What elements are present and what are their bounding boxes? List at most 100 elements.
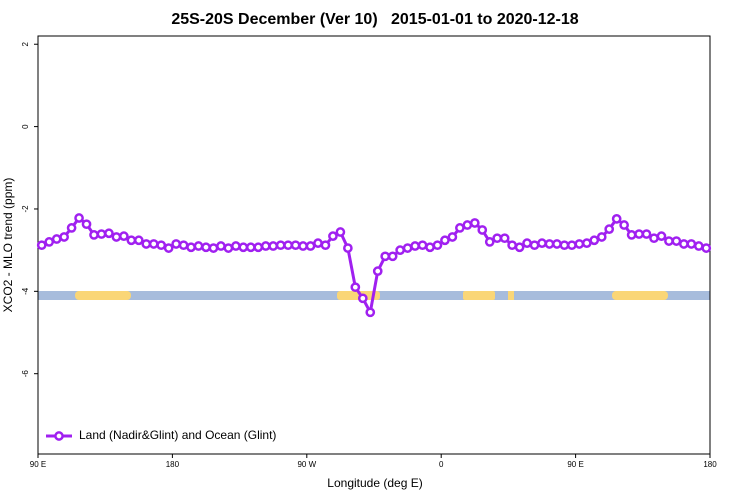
- y-tick-label: -2: [21, 205, 30, 213]
- data-point: [156, 240, 167, 251]
- data-point: [611, 213, 622, 224]
- land-band: [612, 291, 668, 300]
- data-point: [447, 232, 458, 242]
- data-point: [275, 240, 286, 251]
- data-point: [36, 240, 47, 251]
- land-band: [508, 291, 514, 300]
- data-point: [208, 243, 219, 253]
- data-point: [223, 243, 234, 253]
- legend-label: Land (Nadir&Glint) and Ocean (Glint): [79, 428, 276, 442]
- data-point: [44, 237, 55, 247]
- data-point: [350, 282, 361, 293]
- x-tick-label: 180: [166, 460, 180, 469]
- data-point: [432, 240, 443, 251]
- data-point: [305, 241, 316, 251]
- data-point: [589, 235, 600, 246]
- data-point: [559, 240, 570, 251]
- data-point: [141, 239, 152, 249]
- y-tick-label: 2: [21, 41, 30, 46]
- data-point: [507, 240, 517, 251]
- data-point: [701, 243, 712, 253]
- data-point: [626, 230, 637, 240]
- data-point: [596, 232, 607, 242]
- y-axis-label: XCO2 - MLO trend (ppm): [1, 178, 15, 313]
- x-tick-label: 0: [439, 460, 444, 469]
- data-point: [477, 225, 488, 235]
- x-tick-label: 90 W: [297, 460, 316, 469]
- data-point: [283, 240, 293, 251]
- data-point: [462, 220, 473, 230]
- data-point: [171, 239, 181, 249]
- data-point: [469, 218, 480, 228]
- data-point: [357, 293, 368, 304]
- data-point: [238, 242, 249, 253]
- data-point: [619, 220, 629, 230]
- data-point: [290, 240, 301, 251]
- data-point: [365, 307, 376, 318]
- data-point: [111, 232, 122, 242]
- y-tick-label: 0: [21, 124, 30, 129]
- data-point: [455, 223, 465, 233]
- data-point: [671, 236, 682, 246]
- data-point: [484, 237, 495, 247]
- data-point: [253, 242, 264, 253]
- data-point: [59, 232, 69, 242]
- data-point: [492, 233, 503, 244]
- data-point: [529, 240, 540, 251]
- data-point: [693, 241, 704, 251]
- y-tick-label: -6: [21, 370, 30, 378]
- land-band: [337, 291, 380, 300]
- data-point: [656, 231, 667, 241]
- data-point: [604, 224, 615, 234]
- land-band: [463, 291, 495, 300]
- legend-marker: [54, 431, 64, 441]
- data-point: [335, 227, 346, 237]
- x-axis-label: Longitude (deg E): [327, 476, 422, 490]
- data-point: [133, 235, 144, 246]
- land-band: [75, 291, 131, 300]
- data-point: [425, 242, 435, 253]
- y-tick-label: -4: [21, 287, 30, 295]
- data-point: [231, 241, 241, 251]
- data-point: [686, 239, 697, 249]
- data-point: [567, 240, 577, 251]
- data-point: [395, 245, 405, 255]
- data-point: [581, 238, 592, 248]
- data-point: [186, 242, 196, 253]
- data-point: [380, 251, 391, 262]
- data-point: [216, 241, 226, 251]
- data-point: [574, 239, 585, 249]
- data-point: [104, 228, 114, 239]
- x-tick-label: 90 E: [567, 460, 583, 469]
- data-point: [552, 239, 562, 249]
- data-point: [522, 238, 532, 248]
- data-point: [260, 241, 271, 251]
- data-point: [193, 241, 204, 251]
- x-tick-label: 180: [703, 460, 717, 469]
- data-point: [372, 266, 383, 277]
- data-point: [313, 238, 323, 248]
- data-point: [245, 242, 256, 253]
- data-point: [119, 231, 129, 241]
- data-point: [178, 240, 189, 251]
- chart-title: 25S-20S December (Ver 10) 2015-01-01 to …: [171, 11, 578, 28]
- data-point: [634, 229, 644, 239]
- data-point: [649, 233, 659, 244]
- data-point: [201, 242, 211, 253]
- data-point: [268, 241, 279, 251]
- data-point: [126, 235, 137, 246]
- data-point: [163, 243, 174, 253]
- data-point: [320, 240, 331, 251]
- data-point: [81, 219, 92, 230]
- data-point: [514, 242, 525, 253]
- data-point: [298, 241, 308, 251]
- data-point: [664, 236, 674, 246]
- data-point: [343, 243, 353, 253]
- data-point: [537, 238, 547, 248]
- data-point: [679, 239, 689, 249]
- x-tick-label: 90 E: [30, 460, 46, 469]
- data-point: [74, 213, 84, 223]
- data-point: [89, 230, 99, 240]
- data-point: [148, 239, 159, 249]
